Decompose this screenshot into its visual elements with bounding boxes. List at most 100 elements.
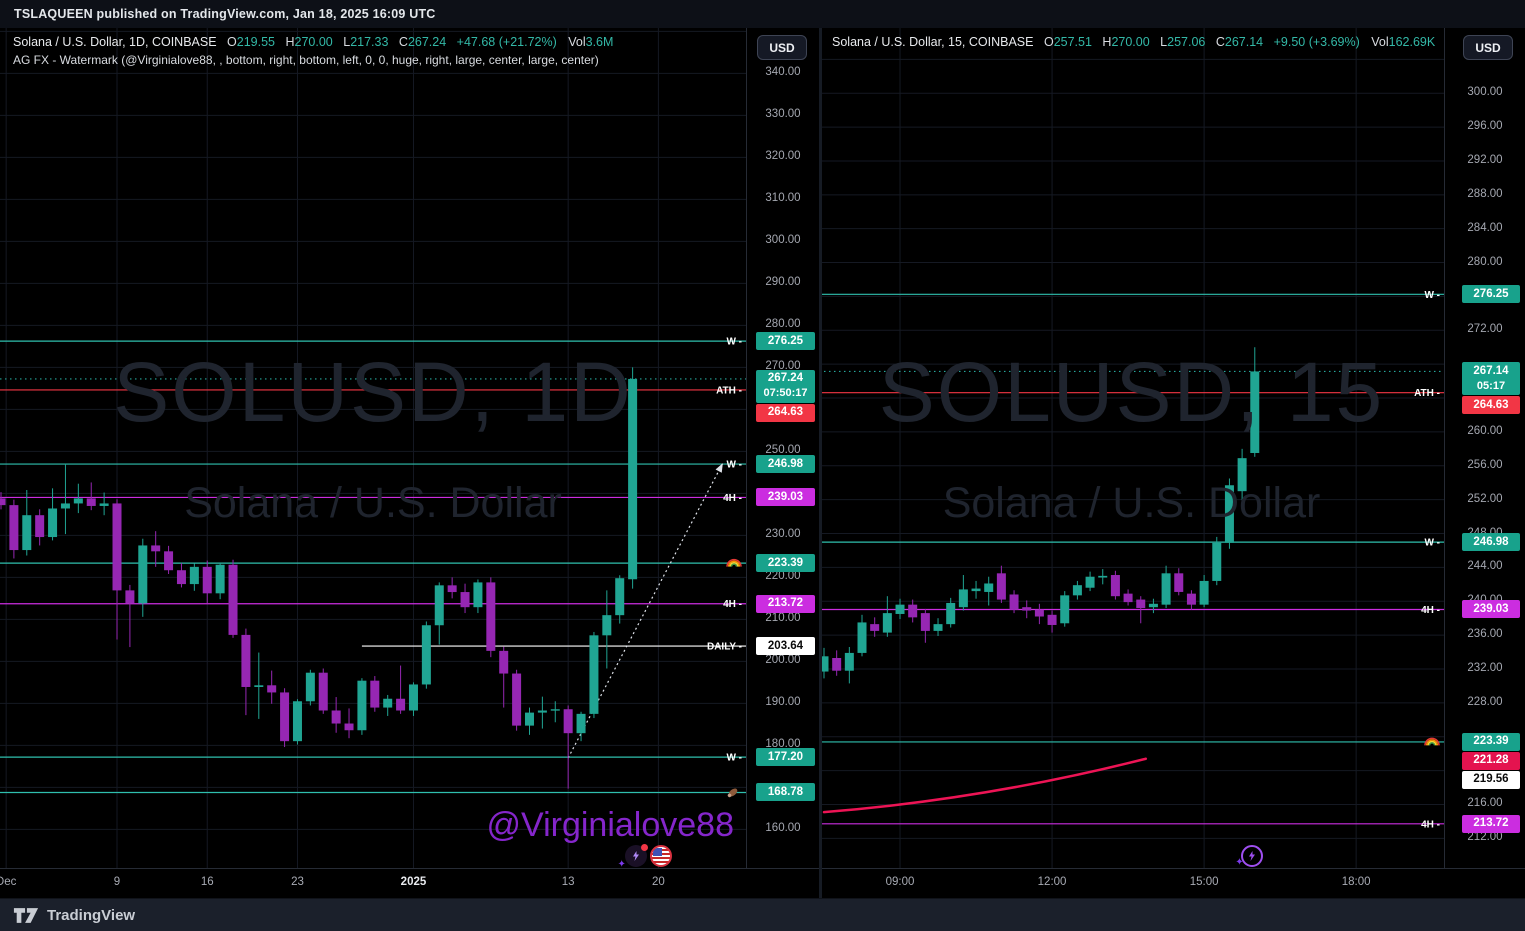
- price-level-badge: 213.72: [1462, 814, 1520, 833]
- candlestick-canvas-15m: W - ATH - W - 4H - 4H -: [819, 28, 1444, 868]
- us-flag-icon[interactable]: [649, 845, 672, 867]
- price-tick: 210.00: [765, 612, 801, 625]
- chart-panel-daily: SOLUSD, 1D Solana / U.S. Dollar W - ATH -…: [0, 28, 819, 898]
- price-level-badge: 276.25: [756, 332, 815, 351]
- price-tick: 300.00: [765, 234, 801, 247]
- sparkle-icon: ✦: [617, 859, 626, 868]
- time-tick: 23: [291, 876, 304, 888]
- price-tick: 216.00: [1467, 797, 1503, 810]
- bottom-bar: TradingView: [0, 898, 1525, 931]
- level-tag-4h: 4H -: [1421, 605, 1440, 616]
- time-tick: 2025: [400, 876, 427, 888]
- candlestick-canvas-daily: W - ATH - W - 4H - 4H - DAILY - W -: [0, 28, 746, 868]
- lightning-bolt-icon[interactable]: ✦: [1235, 845, 1264, 868]
- level-tag-w: W -: [726, 337, 742, 348]
- price-axis-daily[interactable]: 340.00 330.00 320.00 310.00 300.00 290.00 280.…: [746, 28, 819, 868]
- price-tick: 260.00: [1467, 424, 1503, 437]
- chart-plot-daily[interactable]: SOLUSD, 1D Solana / U.S. Dollar W - ATH -…: [0, 28, 746, 868]
- time-tick: Dec: [0, 876, 17, 888]
- price-axis-15m[interactable]: 300.00 296.00 292.00 288.00 284.00 280.00 272.…: [1444, 28, 1525, 868]
- price-tick: 256.00: [1467, 458, 1503, 471]
- price-level-badge: 239.03: [756, 488, 815, 507]
- price-tick: 280.00: [765, 318, 801, 331]
- level-tag-4h: 4H -: [1421, 819, 1440, 830]
- price-level-badge: 221.28: [1462, 751, 1520, 770]
- level-tag-ath: ATH -: [716, 385, 742, 396]
- time-tick: 20: [651, 876, 665, 888]
- price-tick: 250.00: [765, 444, 801, 457]
- price-level-badge: 246.98: [1462, 533, 1520, 552]
- price-level-badge: 213.72: [756, 594, 815, 613]
- level-tag-daily: DAILY -: [707, 642, 742, 653]
- price-level-badge: 264.63: [1462, 396, 1520, 415]
- price-tick: 272.00: [1467, 323, 1503, 336]
- price-tick: 180.00: [765, 738, 801, 751]
- price-level-badge: 203.64: [756, 637, 815, 656]
- price-tick: 290.00: [765, 276, 801, 289]
- price-tick: 292.00: [1467, 153, 1503, 166]
- price-tick: 160.00: [765, 822, 801, 835]
- price-tick: 212.00: [1467, 831, 1503, 844]
- price-level-badge: 223.39: [756, 554, 815, 573]
- price-tick: 280.00: [1467, 255, 1503, 268]
- price-level-badge: 239.03: [1462, 600, 1520, 619]
- level-tag-w: W -: [1424, 538, 1440, 549]
- price-level-badge: 223.39: [1462, 732, 1520, 751]
- level-tag-4h: 4H -: [723, 493, 742, 504]
- price-tick: 244.00: [1467, 560, 1503, 573]
- time-axis-daily[interactable]: Dec 9 16 23 2025 13 20: [0, 868, 819, 898]
- price-tick: 200.00: [765, 654, 801, 667]
- chart-panel-15m: SOLUSD, 15 Solana / U.S. Dollar W - ATH -…: [819, 28, 1525, 898]
- last-price-countdown-badge: 267.14 05:17: [1462, 362, 1520, 396]
- level-tag-w: W -: [726, 753, 742, 764]
- time-tick: 13: [561, 876, 575, 888]
- price-tick: 300.00: [1467, 86, 1503, 99]
- price-tick: 220.00: [765, 570, 801, 583]
- time-tick: 9: [113, 876, 121, 888]
- price-tick: 340.00: [765, 66, 801, 79]
- price-tick: 230.00: [765, 528, 801, 541]
- time-tick: 12:00: [1037, 876, 1067, 888]
- price-tick: 310.00: [765, 192, 801, 205]
- currency-toggle-button[interactable]: USD: [757, 35, 807, 60]
- price-level-badge: 276.25: [1462, 285, 1520, 304]
- price-tick: 236.00: [1467, 628, 1503, 641]
- price-level-badge: 264.63: [756, 403, 815, 422]
- sparkle-icon: ✦: [1235, 857, 1244, 868]
- level-tag-4h: 4H -: [723, 599, 742, 610]
- tradingview-brand-text[interactable]: TradingView: [47, 906, 136, 924]
- time-axis-15m[interactable]: 09:00 12:00 15:00 18:00: [819, 868, 1525, 898]
- price-tick: 288.00: [1467, 187, 1503, 200]
- tradingview-logo-icon[interactable]: [13, 907, 39, 924]
- price-tick: 296.00: [1467, 120, 1503, 133]
- price-tick: 270.00: [765, 360, 801, 373]
- price-level-badge: 177.20: [756, 748, 815, 767]
- price-tick: 252.00: [1467, 492, 1503, 505]
- lightning-bolt-icon[interactable]: ✦: [617, 844, 649, 868]
- price-level-badge: 219.56: [1462, 770, 1520, 789]
- price-tick: 320.00: [765, 150, 801, 163]
- last-price-countdown-badge: 267.24 07:50:17: [756, 369, 815, 403]
- level-tag-ath: ATH -: [1414, 388, 1440, 399]
- published-bar: TSLAQUEEN published on TradingView.com, …: [0, 0, 1525, 28]
- price-tick: 228.00: [1467, 695, 1503, 708]
- flag-canton: [652, 848, 662, 856]
- price-tick: 232.00: [1467, 662, 1503, 674]
- currency-toggle-button[interactable]: USD: [1463, 35, 1513, 60]
- price-level-badge: 168.78: [756, 783, 815, 802]
- price-level-badge: 246.98: [756, 455, 815, 474]
- published-text: TSLAQUEEN published on TradingView.com, …: [14, 7, 436, 21]
- price-tick: 284.00: [1467, 221, 1503, 234]
- chart-plot-15m[interactable]: SOLUSD, 15 Solana / U.S. Dollar W - ATH -…: [819, 28, 1444, 868]
- time-tick: 18:00: [1341, 876, 1371, 888]
- level-tag-w: W -: [1424, 290, 1440, 301]
- level-tag-w: W -: [726, 460, 742, 471]
- price-tick: 330.00: [765, 108, 801, 121]
- notification-dot: [641, 844, 649, 851]
- panel-divider[interactable]: [819, 28, 822, 898]
- time-tick: 09:00: [885, 876, 915, 888]
- time-tick: 16: [200, 876, 214, 888]
- price-tick: 190.00: [765, 696, 801, 709]
- chart-workspace: SOLUSD, 1D Solana / U.S. Dollar W - ATH -…: [0, 28, 1525, 898]
- time-tick: 15:00: [1189, 876, 1219, 888]
